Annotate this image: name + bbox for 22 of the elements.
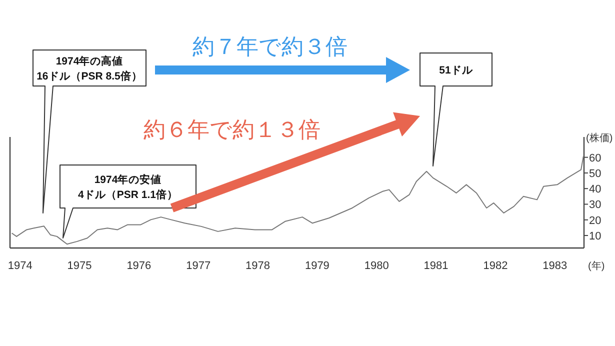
x-tick-label: 1982: [483, 260, 508, 272]
x-tick-label: 1981: [424, 260, 448, 272]
text: 約７年で約３倍: [192, 34, 348, 59]
x-axis-title: (年): [588, 260, 605, 272]
annotation: 1974年の安値 4ドル（PSR 1.1倍）: [78, 173, 178, 201]
x-tick-label: 1975: [67, 260, 92, 272]
y-tick-label: 30: [589, 199, 602, 212]
x-tick-label: 1983: [542, 260, 568, 272]
y-tick-label: 40: [589, 184, 602, 196]
x-tick-label: 1976: [126, 260, 152, 272]
y-tick-label: 20: [589, 214, 602, 227]
x-tick-label: 1977: [186, 260, 211, 272]
x-tick-label: 1974: [8, 260, 32, 272]
x-tick-label: 1979: [304, 260, 330, 272]
y-axis-title: (株価): [586, 132, 613, 144]
y-tick-label: 50: [589, 168, 602, 180]
y-tick-label: 60: [589, 152, 602, 164]
annotation: 約６年で約１３倍: [144, 117, 320, 142]
x-tick-label: 1978: [246, 260, 270, 272]
x-tick-label: 1980: [364, 260, 389, 272]
y-tick-label: 10: [589, 230, 602, 242]
line-series: [11, 156, 584, 245]
